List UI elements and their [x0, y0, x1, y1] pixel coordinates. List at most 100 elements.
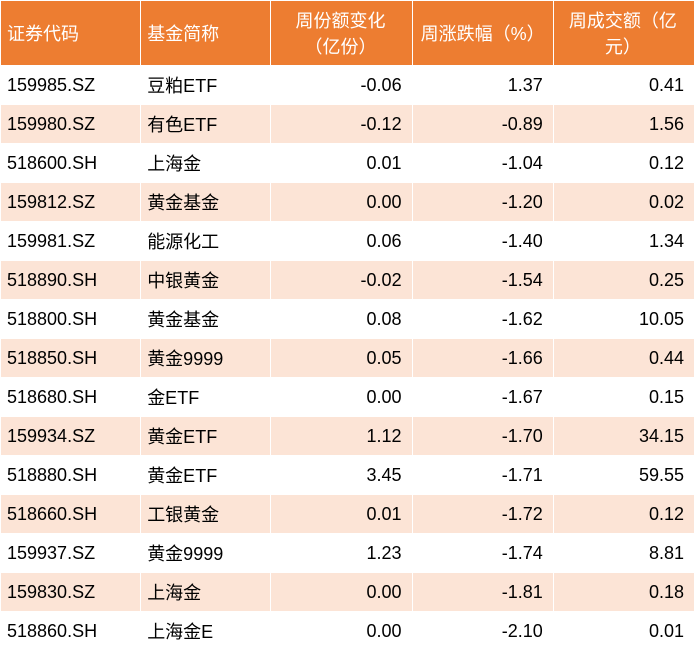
cell-code: 518600.SH — [1, 144, 141, 183]
cell-turnover: 0.12 — [553, 144, 694, 183]
fund-table: 证券代码基金简称周份额变化（亿份）周涨跌幅（%）周成交额（亿元） 159985.… — [0, 0, 695, 651]
cell-name: 黄金ETF — [141, 456, 271, 495]
cell-code: 159981.SZ — [1, 222, 141, 261]
cell-turnover: 0.25 — [553, 261, 694, 300]
table-body: 159985.SZ豆粕ETF-0.061.370.41159980.SZ有色ET… — [1, 66, 695, 651]
cell-share_change: 0.08 — [271, 300, 412, 339]
table-row: 159981.SZ能源化工0.06-1.401.34 — [1, 222, 695, 261]
table-row: 518880.SH黄金ETF3.45-1.7159.55 — [1, 456, 695, 495]
table-row: 159830.SZ上海金0.00-1.810.18 — [1, 573, 695, 612]
cell-turnover: 0.44 — [553, 339, 694, 378]
cell-code: 518880.SH — [1, 456, 141, 495]
cell-pct_change: -2.10 — [412, 612, 553, 651]
cell-pct_change: -0.89 — [412, 105, 553, 144]
cell-code: 159830.SZ — [1, 573, 141, 612]
table-row: 518660.SH工银黄金0.01-1.720.12 — [1, 495, 695, 534]
cell-name: 能源化工 — [141, 222, 271, 261]
cell-pct_change: -1.20 — [412, 183, 553, 222]
table-row: 159937.SZ黄金99991.23-1.748.81 — [1, 534, 695, 573]
cell-share_change: 0.00 — [271, 183, 412, 222]
cell-share_change: -0.02 — [271, 261, 412, 300]
cell-turnover: 10.05 — [553, 300, 694, 339]
table-row: 518680.SH金ETF0.00-1.670.15 — [1, 378, 695, 417]
cell-share_change: 0.01 — [271, 144, 412, 183]
cell-share_change: 0.06 — [271, 222, 412, 261]
cell-name: 金ETF — [141, 378, 271, 417]
table-row: 518850.SH黄金99990.05-1.660.44 — [1, 339, 695, 378]
cell-name: 上海金 — [141, 144, 271, 183]
cell-name: 黄金9999 — [141, 534, 271, 573]
fund-table-wrap: 证券代码基金简称周份额变化（亿份）周涨跌幅（%）周成交额（亿元） 159985.… — [0, 0, 695, 651]
cell-share_change: 0.05 — [271, 339, 412, 378]
table-head: 证券代码基金简称周份额变化（亿份）周涨跌幅（%）周成交额（亿元） — [1, 1, 695, 66]
cell-name: 上海金E — [141, 612, 271, 651]
cell-code: 518850.SH — [1, 339, 141, 378]
cell-share_change: 1.23 — [271, 534, 412, 573]
cell-turnover: 0.02 — [553, 183, 694, 222]
cell-name: 黄金基金 — [141, 183, 271, 222]
cell-turnover: 1.34 — [553, 222, 694, 261]
column-header-turnover: 周成交额（亿元） — [553, 1, 694, 66]
table-row: 159980.SZ有色ETF-0.12-0.891.56 — [1, 105, 695, 144]
table-row: 518890.SH中银黄金-0.02-1.540.25 — [1, 261, 695, 300]
cell-pct_change: -1.66 — [412, 339, 553, 378]
cell-turnover: 0.12 — [553, 495, 694, 534]
cell-share_change: 0.01 — [271, 495, 412, 534]
cell-turnover: 1.56 — [553, 105, 694, 144]
cell-pct_change: -1.62 — [412, 300, 553, 339]
cell-code: 159934.SZ — [1, 417, 141, 456]
column-header-code: 证券代码 — [1, 1, 141, 66]
table-row: 159985.SZ豆粕ETF-0.061.370.41 — [1, 66, 695, 105]
cell-name: 中银黄金 — [141, 261, 271, 300]
cell-code: 518860.SH — [1, 612, 141, 651]
cell-share_change: 0.00 — [271, 573, 412, 612]
cell-share_change: 0.00 — [271, 612, 412, 651]
cell-code: 159980.SZ — [1, 105, 141, 144]
table-row: 518800.SH黄金基金0.08-1.6210.05 — [1, 300, 695, 339]
cell-share_change: 1.12 — [271, 417, 412, 456]
cell-code: 518660.SH — [1, 495, 141, 534]
cell-pct_change: -1.72 — [412, 495, 553, 534]
cell-share_change: 3.45 — [271, 456, 412, 495]
cell-code: 159937.SZ — [1, 534, 141, 573]
cell-code: 518890.SH — [1, 261, 141, 300]
cell-share_change: -0.12 — [271, 105, 412, 144]
cell-name: 工银黄金 — [141, 495, 271, 534]
table-row: 518600.SH上海金0.01-1.040.12 — [1, 144, 695, 183]
cell-pct_change: -1.40 — [412, 222, 553, 261]
cell-pct_change: -1.70 — [412, 417, 553, 456]
table-row: 518860.SH上海金E0.00-2.100.01 — [1, 612, 695, 651]
cell-turnover: 59.55 — [553, 456, 694, 495]
cell-code: 159985.SZ — [1, 66, 141, 105]
column-header-pct_change: 周涨跌幅（%） — [412, 1, 553, 66]
cell-name: 黄金ETF — [141, 417, 271, 456]
cell-name: 上海金 — [141, 573, 271, 612]
header-row: 证券代码基金简称周份额变化（亿份）周涨跌幅（%）周成交额（亿元） — [1, 1, 695, 66]
cell-pct_change: -1.67 — [412, 378, 553, 417]
cell-name: 豆粕ETF — [141, 66, 271, 105]
cell-turnover: 0.41 — [553, 66, 694, 105]
cell-pct_change: -1.71 — [412, 456, 553, 495]
cell-code: 159812.SZ — [1, 183, 141, 222]
cell-code: 518800.SH — [1, 300, 141, 339]
cell-pct_change: -1.54 — [412, 261, 553, 300]
cell-code: 518680.SH — [1, 378, 141, 417]
cell-pct_change: -1.04 — [412, 144, 553, 183]
column-header-share_change: 周份额变化（亿份） — [271, 1, 412, 66]
table-row: 159812.SZ黄金基金0.00-1.200.02 — [1, 183, 695, 222]
cell-name: 黄金基金 — [141, 300, 271, 339]
column-header-name: 基金简称 — [141, 1, 271, 66]
cell-share_change: 0.00 — [271, 378, 412, 417]
cell-turnover: 0.15 — [553, 378, 694, 417]
table-row: 159934.SZ黄金ETF1.12-1.7034.15 — [1, 417, 695, 456]
cell-share_change: -0.06 — [271, 66, 412, 105]
cell-turnover: 0.18 — [553, 573, 694, 612]
cell-name: 有色ETF — [141, 105, 271, 144]
cell-pct_change: -1.74 — [412, 534, 553, 573]
cell-turnover: 0.01 — [553, 612, 694, 651]
cell-pct_change: -1.81 — [412, 573, 553, 612]
cell-turnover: 34.15 — [553, 417, 694, 456]
cell-turnover: 8.81 — [553, 534, 694, 573]
cell-name: 黄金9999 — [141, 339, 271, 378]
cell-pct_change: 1.37 — [412, 66, 553, 105]
